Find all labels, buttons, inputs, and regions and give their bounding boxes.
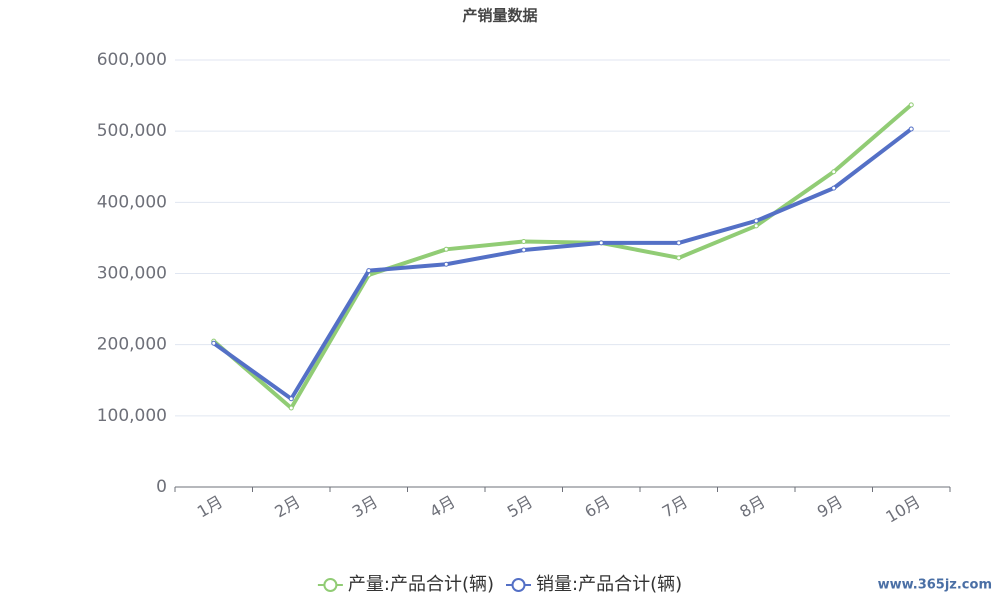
x-tick-label: 3月 bbox=[349, 492, 381, 522]
x-tick-label: 5月 bbox=[504, 492, 536, 522]
x-tick-label: 4月 bbox=[426, 492, 458, 522]
x-tick-label: 7月 bbox=[659, 492, 691, 522]
y-tick-label: 400,000 bbox=[97, 192, 167, 212]
watermark: www.365jz.com bbox=[878, 578, 992, 593]
y-tick-label: 0 bbox=[156, 477, 167, 497]
x-tick-label: 9月 bbox=[814, 492, 846, 522]
legend-icon bbox=[323, 578, 338, 592]
point bbox=[366, 268, 372, 274]
y-tick-label: 500,000 bbox=[97, 121, 167, 141]
x-tick-label: 2月 bbox=[271, 492, 303, 522]
x-tick-label: 6月 bbox=[581, 492, 613, 522]
legend-label: 销量:产品合计(辆) bbox=[536, 574, 682, 595]
chart-title: 产销量数据 bbox=[462, 7, 537, 25]
point bbox=[753, 223, 759, 229]
point bbox=[753, 218, 759, 224]
point bbox=[676, 240, 682, 246]
point bbox=[443, 261, 449, 267]
x-tick-label: 8月 bbox=[736, 492, 768, 522]
point bbox=[831, 185, 837, 191]
point bbox=[831, 169, 837, 175]
point bbox=[521, 247, 527, 253]
legend: 产量:产品合计(辆) 销量:产品合计(辆) bbox=[317, 574, 682, 595]
line bbox=[212, 103, 913, 411]
y-tick-label: 200,000 bbox=[97, 335, 167, 355]
line bbox=[212, 127, 913, 401]
legend-label: 产量:产品合计(辆) bbox=[348, 574, 494, 595]
point bbox=[288, 396, 294, 402]
point bbox=[288, 405, 294, 411]
y-tick-label: 100,000 bbox=[97, 406, 167, 426]
x-tick-label: 1月 bbox=[194, 492, 226, 522]
point bbox=[908, 126, 914, 132]
point bbox=[521, 238, 527, 244]
y-tick-label: 600,000 bbox=[97, 50, 167, 70]
y-tick-label: 300,000 bbox=[97, 264, 167, 284]
point bbox=[676, 255, 682, 261]
point bbox=[908, 102, 914, 108]
x-tick-label: 10月 bbox=[882, 492, 923, 527]
point bbox=[598, 240, 604, 246]
point bbox=[211, 340, 217, 346]
point bbox=[443, 246, 449, 252]
legend-icon bbox=[511, 578, 526, 592]
